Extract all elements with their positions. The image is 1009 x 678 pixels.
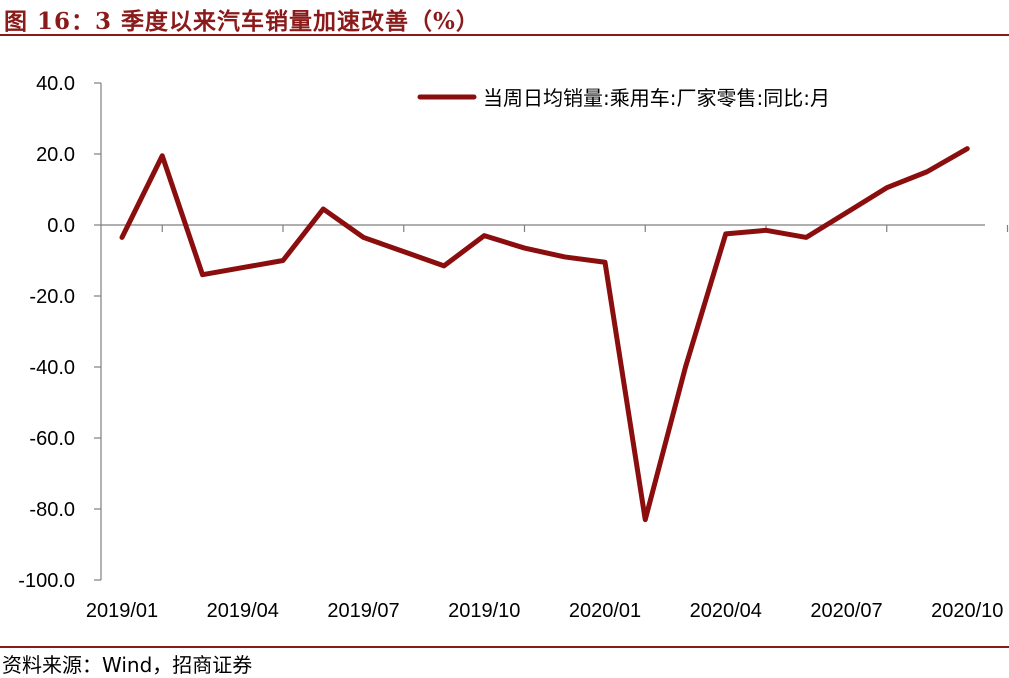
x-tick-label: 2019/01 xyxy=(86,600,158,622)
data-point xyxy=(603,260,608,265)
data-point xyxy=(442,263,447,268)
data-point xyxy=(723,231,728,236)
data-point xyxy=(281,258,286,263)
data-point xyxy=(764,228,769,233)
source-divider xyxy=(0,646,1009,648)
y-tick-label: 0.0 xyxy=(47,215,75,237)
y-tick-label: -80.0 xyxy=(29,499,75,521)
data-point xyxy=(844,210,849,215)
title-divider xyxy=(0,34,1009,36)
data-point xyxy=(522,246,527,251)
data-point xyxy=(643,517,648,522)
data-point xyxy=(240,265,245,270)
data-point xyxy=(120,235,125,240)
data-point xyxy=(965,146,970,151)
figure-title: 图 16：3 季度以来汽车销量加速改善（%） xyxy=(4,8,480,35)
data-point xyxy=(884,185,889,190)
x-tick-label: 2019/10 xyxy=(448,600,520,622)
y-tick-label: -20.0 xyxy=(29,286,75,308)
y-tick-label: 40.0 xyxy=(36,73,75,95)
data-point xyxy=(562,254,567,259)
data-point xyxy=(804,235,809,240)
data-point xyxy=(482,233,487,238)
data-point xyxy=(925,169,930,174)
y-tick-label: -60.0 xyxy=(29,428,75,450)
x-tick-label: 2020/04 xyxy=(690,600,762,622)
data-point xyxy=(683,365,688,370)
source-note: 资料来源：Wind，招商证券 xyxy=(2,653,253,677)
x-tick-label: 2019/04 xyxy=(207,600,279,622)
data-point xyxy=(160,153,165,158)
legend-label: 当周日均销量:乘用车:厂家零售:同比:月 xyxy=(483,86,830,110)
y-tick-label: -100.0 xyxy=(18,570,75,592)
data-point xyxy=(401,249,406,254)
x-tick-label: 2019/07 xyxy=(327,600,399,622)
y-tick-label: 20.0 xyxy=(36,144,75,166)
data-point xyxy=(200,272,205,277)
y-tick-label: -40.0 xyxy=(29,357,75,379)
data-point xyxy=(361,235,366,240)
data-point xyxy=(321,207,326,212)
x-tick-label: 2020/01 xyxy=(569,600,641,622)
x-tick-label: 2020/07 xyxy=(810,600,882,622)
series-line xyxy=(119,146,970,523)
x-tick-label: 2020/10 xyxy=(931,600,1003,622)
